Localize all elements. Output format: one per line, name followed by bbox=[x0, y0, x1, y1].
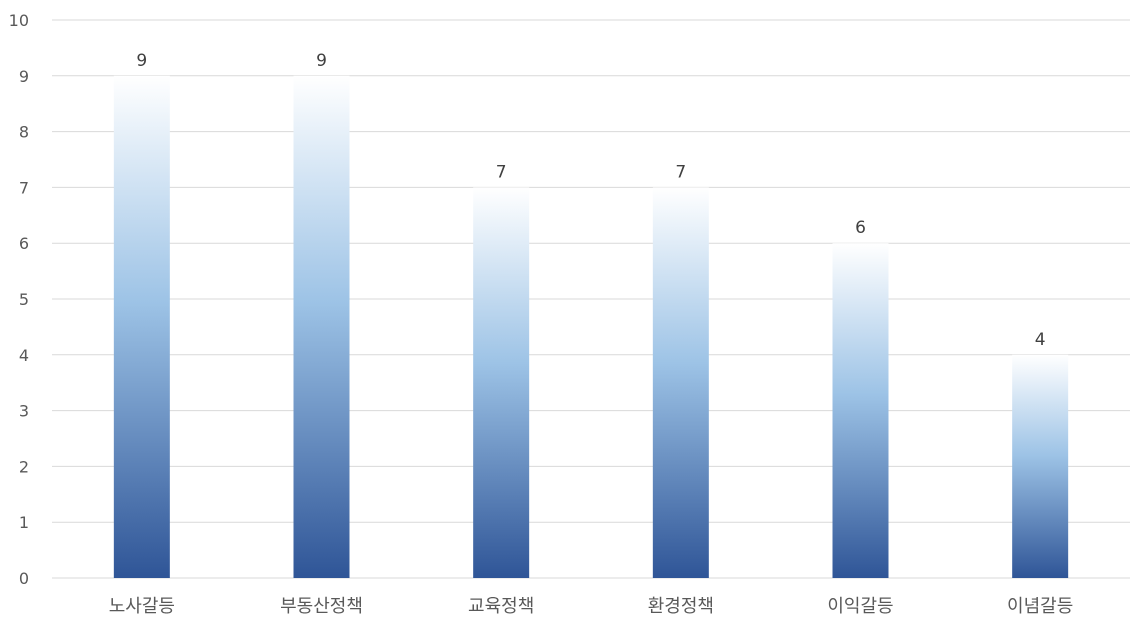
bars bbox=[113, 75, 1069, 579]
y-tick-label: 10 bbox=[9, 11, 29, 30]
bar bbox=[1012, 354, 1069, 578]
bar-value-label: 9 bbox=[316, 51, 327, 71]
x-category-label: 이념갈등 bbox=[1007, 596, 1073, 617]
bar bbox=[652, 187, 709, 578]
y-axis-tick-labels: 0 1 2 3 4 5 6 7 8 9 10 bbox=[9, 11, 29, 588]
y-tick-label: 0 bbox=[19, 569, 29, 588]
bar-value-label: 7 bbox=[675, 162, 686, 182]
bar bbox=[832, 243, 889, 578]
y-tick-label: 4 bbox=[19, 346, 29, 365]
bar-value-label: 6 bbox=[855, 218, 866, 238]
y-tick-label: 6 bbox=[19, 234, 29, 253]
bar bbox=[113, 75, 170, 579]
x-category-label: 이익갈등 bbox=[827, 596, 893, 617]
y-tick-label: 3 bbox=[19, 402, 29, 421]
bar bbox=[293, 75, 350, 579]
y-tick-label: 1 bbox=[19, 513, 29, 532]
x-category-label: 부동산정책 bbox=[280, 596, 363, 617]
bar bbox=[473, 187, 530, 578]
y-tick-label: 9 bbox=[19, 67, 29, 86]
bar-value-label: 9 bbox=[136, 51, 147, 71]
y-tick-label: 2 bbox=[19, 457, 29, 476]
x-category-label: 노사갈등 bbox=[109, 596, 175, 617]
gridlines bbox=[52, 19, 1130, 579]
x-category-label: 교육정책 bbox=[468, 596, 534, 617]
bar-value-label: 7 bbox=[496, 162, 507, 182]
y-tick-label: 8 bbox=[19, 123, 29, 142]
y-tick-label: 7 bbox=[19, 178, 29, 197]
x-category-label: 환경정책 bbox=[648, 596, 714, 617]
y-tick-label: 5 bbox=[19, 290, 29, 309]
x-axis-category-labels: 노사갈등 부동산정책 교육정책 환경정책 이익갈등 이념갈등 bbox=[109, 596, 1074, 617]
data-labels: 9 9 7 7 6 4 bbox=[136, 51, 1045, 350]
bar-value-label: 4 bbox=[1035, 330, 1046, 350]
